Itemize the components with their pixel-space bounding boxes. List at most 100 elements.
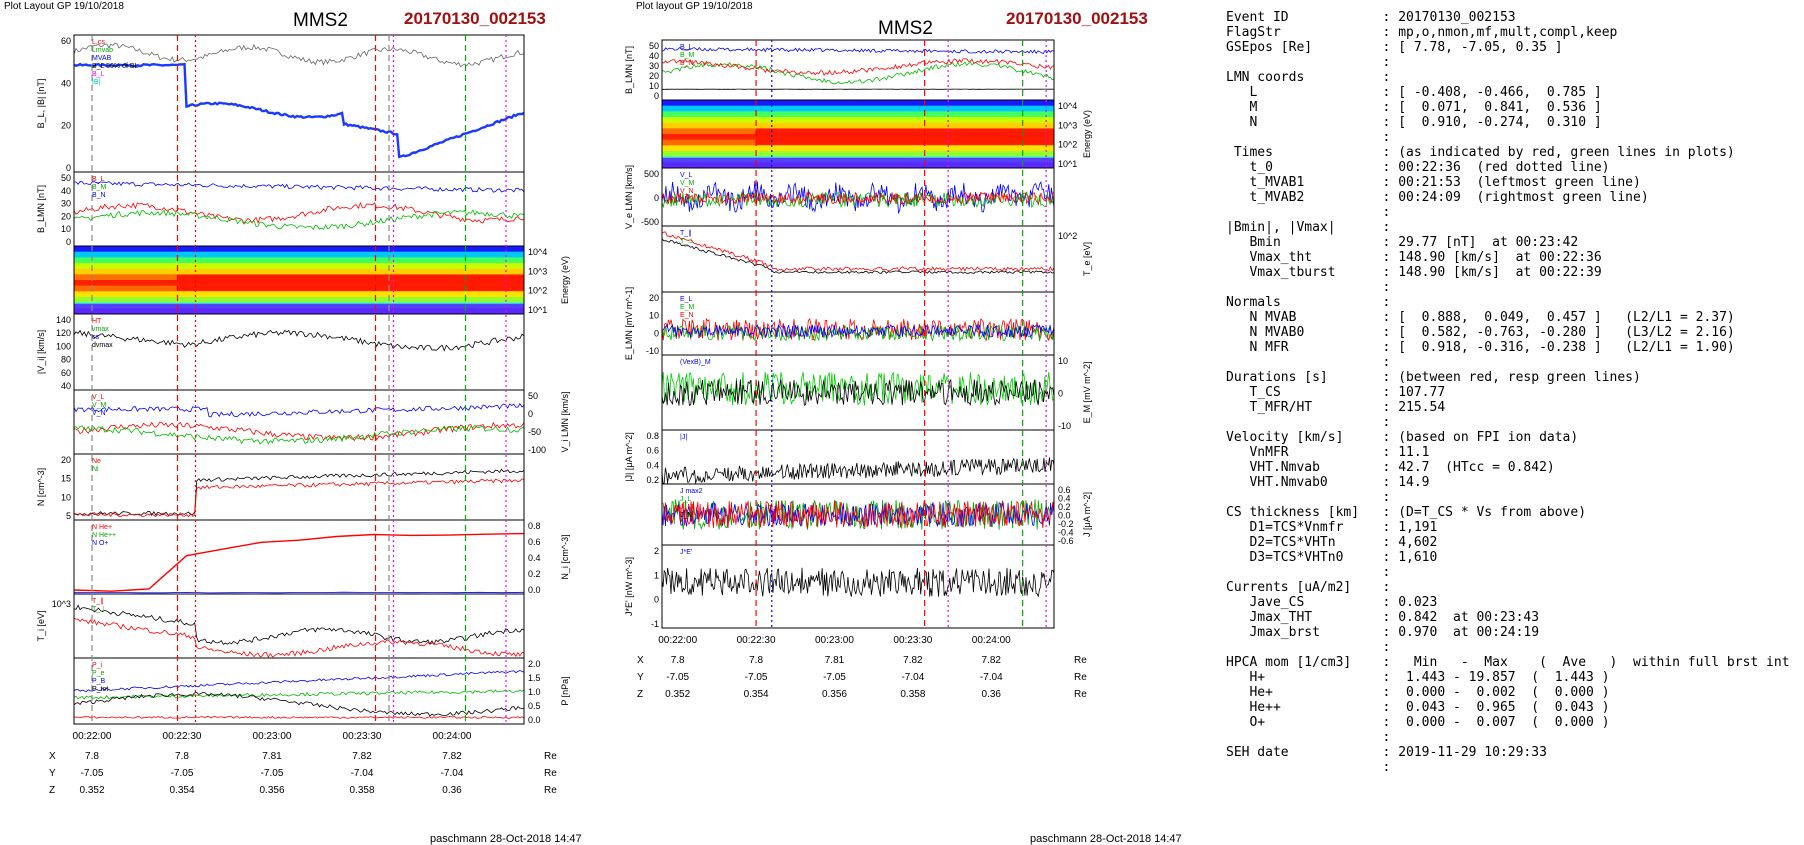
summary-row: M : [ 0.071, 0.841, 0.536 ] — [1226, 100, 1801, 115]
y-tick-label: 5 — [66, 511, 71, 521]
x-tick-label: 00:23:00 — [253, 731, 292, 742]
y-tick-label: 10^1 — [528, 305, 547, 315]
panel-frame — [74, 594, 524, 658]
summary-row: : — [1226, 55, 1801, 70]
legend-entry: V_L — [92, 394, 105, 401]
summary-value: : 2019-11-29 10:29:33 — [1383, 745, 1547, 760]
y-tick-label: 1 — [654, 570, 659, 580]
summary-key: Jmax_brst — [1226, 625, 1383, 640]
y-tick-label: 10 — [649, 311, 659, 321]
summary-value: : — [1383, 415, 1391, 430]
legend-entry: B_L — [92, 71, 105, 78]
summary-key: VHT.Nmvab — [1226, 460, 1383, 475]
y-tick-label: 30 — [649, 61, 659, 71]
summary-row: GSEpos [Re] : [ 7.78, -7.05, 0.35 ] — [1226, 40, 1801, 55]
summary-row: T_MFR/HT : 215.54 — [1226, 400, 1801, 415]
spectrogram-band — [662, 111, 1054, 117]
legend-entry: J_L — [680, 496, 691, 503]
series-line — [74, 43, 524, 67]
x-tick-label: 00:22:30 — [163, 731, 202, 742]
legend-entry: V_N — [680, 188, 694, 195]
pos-row-value: 7.82 — [982, 655, 1002, 666]
pos-row-value: 7.82 — [442, 751, 462, 762]
series-line — [74, 605, 524, 644]
spectrogram-low-band — [74, 304, 524, 314]
pos-row-value: 0.352 — [665, 689, 690, 700]
legend-entry: V_L — [680, 172, 693, 179]
pos-row-value: 7.81 — [262, 751, 282, 762]
pos-row-value: -7.04 — [980, 672, 1003, 683]
y-tick-label: 0.6 — [528, 537, 541, 547]
summary-key — [1226, 640, 1383, 655]
summary-row: Event ID : 20170130_002153 — [1226, 10, 1801, 25]
y-tick-label: -500 — [641, 217, 659, 227]
summary-key: N MFR — [1226, 340, 1383, 355]
summary-key: Currents [uA/m2] — [1226, 580, 1383, 595]
y-tick-label: 50 — [528, 391, 538, 401]
y-tick-label: 60 — [61, 368, 71, 378]
summary-value: : 1,191 — [1383, 520, 1438, 535]
summary-key: FlagStr — [1226, 25, 1383, 40]
y-tick-label: 0.8 — [528, 521, 541, 531]
y-tick-label: 140 — [56, 315, 71, 325]
summary-value: : 00:21:53 (leftmost green line) — [1383, 175, 1641, 190]
y-axis-label: B_L, |B| [nT] — [36, 79, 46, 129]
summary-value: : 148.90 [km/s] at 00:22:39 — [1383, 265, 1602, 280]
summary-key — [1226, 730, 1383, 745]
summary-key: H+ — [1226, 670, 1383, 685]
y-axis-label: B_LMN [nT] — [624, 46, 634, 94]
summary-value: : (between red, resp green lines) — [1383, 370, 1641, 385]
series-line — [74, 404, 524, 417]
summary-value: : — [1383, 565, 1391, 580]
legend-entry: P_tot — [92, 686, 108, 693]
x-tick-label: 00:23:00 — [815, 635, 854, 646]
y-tick-label: 10 — [1058, 356, 1068, 366]
summary-value: : 107.77 — [1383, 385, 1446, 400]
legend-entry: dvmax — [92, 342, 113, 349]
summary-value: : 148.90 [km/s] at 00:22:36 — [1383, 250, 1602, 265]
y-tick-label: 20 — [61, 455, 71, 465]
summary-value: : — [1383, 760, 1391, 775]
summary-row: LMN coords : — [1226, 70, 1801, 85]
summary-value: : — [1383, 70, 1391, 85]
summary-key — [1226, 55, 1383, 70]
summary-row: D1=TCS*Vnmfr : 1,191 — [1226, 520, 1801, 535]
summary-row: Jave_CS : 0.023 — [1226, 595, 1801, 610]
pos-row-label: Y — [49, 768, 56, 779]
pos-row-value: -7.04 — [441, 768, 464, 779]
summary-value: : — [1383, 55, 1391, 70]
summary-key: D3=TCS*VHTn0 — [1226, 550, 1383, 565]
y-axis-label: T_e [eV] — [1082, 242, 1092, 276]
pos-row-unit: Re — [1074, 689, 1087, 700]
spectrogram-band — [74, 257, 524, 263]
series-line — [74, 716, 524, 718]
summary-key: |Bmin|, |Vmax| — [1226, 220, 1383, 235]
series-line — [74, 592, 524, 593]
summary-value: : (based on FPI ion data) — [1383, 430, 1579, 445]
legend-entry: N He+ — [92, 524, 112, 531]
summary-value: : — [1383, 130, 1391, 145]
spectrogram-band — [74, 297, 524, 303]
summary-value: : — [1383, 205, 1391, 220]
summary-key: Event ID — [1226, 10, 1383, 25]
summary-value: : [ 7.78, -7.05, 0.35 ] — [1383, 40, 1563, 55]
summary-row: CS thickness [km] : (D=T_CS * Vs from ab… — [1226, 505, 1801, 520]
summary-row: Currents [uA/m2] : — [1226, 580, 1801, 595]
pos-row-value: -7.05 — [81, 768, 104, 779]
summary-row: N MVAB : [ 0.888, 0.049, 0.457 ] (L2/L1 … — [1226, 310, 1801, 325]
summary-row: t_0 : 00:22:36 (red dotted line) — [1226, 160, 1801, 175]
summary-key: Normals — [1226, 295, 1383, 310]
summary-value: : [ 0.888, 0.049, 0.457 ] (L2/L1 = 2.37) — [1383, 310, 1735, 325]
y-tick-label: 10^3 — [528, 266, 547, 276]
legend-entry: N He++ — [92, 532, 116, 539]
series-line — [74, 670, 524, 691]
pos-row-label: Z — [637, 689, 643, 700]
y-tick-label: 500 — [644, 169, 659, 179]
y-axis-label: E_LMN [mV m^-1] — [624, 287, 634, 360]
series-line — [74, 469, 524, 515]
panel-frame — [74, 314, 524, 390]
panel-frame — [662, 355, 1054, 430]
summary-key: He+ — [1226, 685, 1383, 700]
